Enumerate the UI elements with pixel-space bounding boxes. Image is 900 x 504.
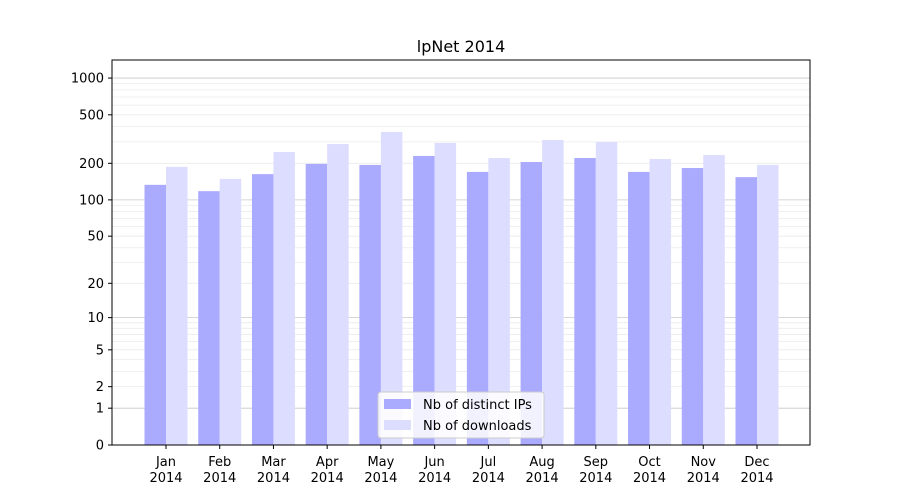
y-tick-label: 100 xyxy=(79,193,104,208)
y-tick-label: 50 xyxy=(87,230,104,245)
x-tick-label: May 2014 xyxy=(364,455,397,486)
bar-downloads xyxy=(649,159,672,445)
bar-ips xyxy=(735,177,757,445)
bar-ips xyxy=(413,155,435,446)
bar-ips xyxy=(466,171,489,445)
x-tick-label: Mar 2014 xyxy=(257,455,290,486)
y-tick-label: 10 xyxy=(87,311,104,326)
y-tick-label: 0 xyxy=(96,439,104,454)
bar-downloads xyxy=(703,155,725,445)
x-tick-label: Apr 2014 xyxy=(311,455,344,486)
y-tick-label: 1000 xyxy=(71,72,104,87)
legend-label: Nb of downloads xyxy=(423,419,532,434)
bar-downloads xyxy=(542,139,564,445)
bar-downloads xyxy=(327,144,349,445)
bar-downloads xyxy=(434,142,457,445)
bar-downloads xyxy=(595,142,618,445)
bar-ips xyxy=(359,164,381,445)
legend-swatch xyxy=(384,420,411,430)
y-tick-label: 2 xyxy=(96,380,104,395)
legend-label: Nb of distinct IPs xyxy=(423,398,532,413)
x-tick-label: Aug 2014 xyxy=(526,455,559,486)
bar-ips xyxy=(198,191,220,445)
y-tick-label: 500 xyxy=(79,108,104,123)
bar-ips xyxy=(574,158,596,446)
y-tick-label: 1 xyxy=(96,402,104,417)
bar-downloads xyxy=(219,178,242,445)
legend-swatch xyxy=(384,399,411,409)
bar-downloads xyxy=(488,158,510,446)
bar-downloads xyxy=(757,164,779,445)
y-tick-label: 5 xyxy=(96,343,104,358)
x-tick-label: Jul 2014 xyxy=(472,455,505,486)
bar-ips xyxy=(305,163,328,445)
bar-downloads xyxy=(166,166,188,446)
legend-box xyxy=(377,391,545,439)
x-tick-label: Nov 2014 xyxy=(687,455,720,486)
y-tick-label: 200 xyxy=(79,157,104,172)
x-tick-label: Jun 2014 xyxy=(418,455,451,486)
x-tick-label: Dec 2014 xyxy=(740,455,773,486)
bar-downloads xyxy=(380,131,403,446)
bar-ips xyxy=(681,168,704,445)
y-tick-label: 20 xyxy=(87,277,104,292)
x-tick-label: Sep 2014 xyxy=(579,455,612,486)
chart-title: lpNet 2014 xyxy=(417,37,506,56)
x-tick-label: Jan 2014 xyxy=(149,455,182,486)
bar-ips xyxy=(628,171,650,445)
bar-ips xyxy=(520,162,543,445)
axes-frame xyxy=(111,59,811,446)
bar-ips xyxy=(144,184,166,445)
x-tick-label: Oct 2014 xyxy=(633,455,666,486)
bar-ips xyxy=(251,174,274,445)
x-tick-label: Feb 2014 xyxy=(203,455,236,486)
bar-downloads xyxy=(273,151,295,445)
